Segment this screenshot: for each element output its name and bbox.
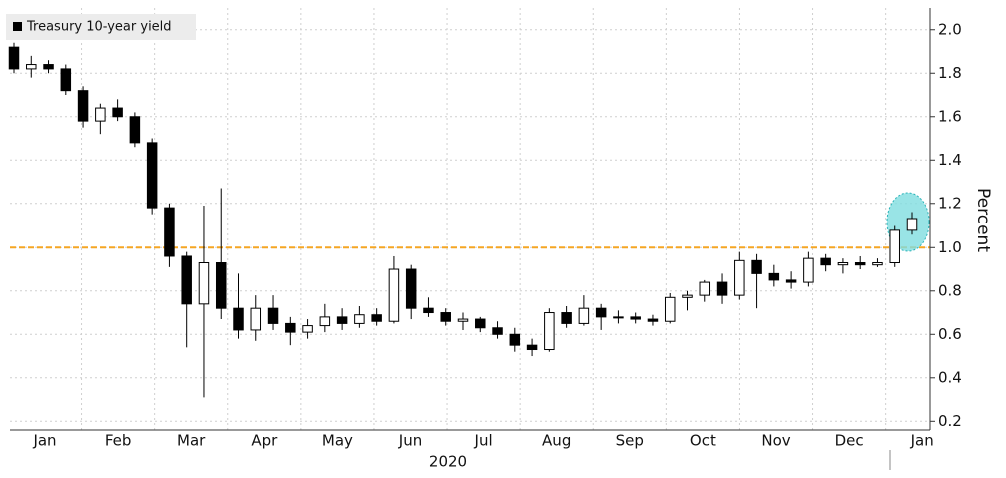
candle-body: [630, 316, 641, 320]
x-tick-label: Apr: [251, 432, 278, 450]
legend-box: [6, 14, 196, 40]
candle-body: [595, 307, 607, 318]
x-tick-label: Aug: [542, 432, 571, 450]
candle-body: [336, 316, 348, 324]
x-tick-label: Jan: [910, 432, 934, 450]
candle-body: [371, 314, 382, 322]
candle-body: [768, 272, 780, 281]
y-tick-label: 1.0: [938, 238, 962, 256]
candle-body: [699, 281, 711, 296]
candle-body: [613, 316, 624, 319]
candle-body: [215, 262, 227, 309]
x-tick-label: Mar: [177, 432, 206, 450]
candle-body: [526, 344, 538, 351]
x-tick-label: Oct: [690, 432, 716, 450]
candle-body: [181, 255, 192, 305]
candle-body: [405, 268, 417, 309]
candle-body: [544, 312, 555, 351]
y-axis-label: Percent: [973, 188, 993, 252]
candle-body: [492, 327, 503, 335]
candle-body: [354, 314, 365, 324]
x-tick-label: Feb: [105, 432, 132, 450]
candle-body: [285, 322, 296, 333]
y-tick-label: 2.0: [938, 20, 962, 38]
candle-body: [146, 142, 158, 209]
candle-body: [854, 262, 866, 266]
candle-body: [319, 316, 331, 327]
candle-body: [43, 64, 54, 70]
y-tick-label: 0.4: [938, 368, 962, 386]
x-tick-label: Nov: [761, 432, 790, 450]
candle-body: [578, 307, 590, 324]
candle-body: [440, 312, 451, 322]
legend-swatch: [13, 22, 22, 31]
candle-body: [26, 64, 37, 70]
y-tick-label: 0.2: [938, 412, 962, 430]
candle-body: [164, 207, 175, 257]
candle-body: [233, 307, 244, 331]
x-tick-label: Sep: [616, 432, 644, 450]
candle-body: [8, 46, 20, 70]
x-tick-label: Dec: [835, 432, 864, 450]
candle-body: [77, 90, 89, 122]
candle-body: [457, 318, 469, 322]
candle-body: [561, 312, 572, 324]
candle-body: [475, 318, 486, 329]
candle-body: [682, 294, 693, 298]
candle-body: [60, 68, 72, 92]
x-axis-label: 2020: [429, 453, 467, 471]
y-tick-label: 1.8: [938, 64, 962, 82]
y-tick-label: 1.4: [938, 151, 962, 169]
candle-body: [129, 116, 141, 144]
candle-body: [872, 262, 883, 266]
legend: Treasury 10-year yield: [6, 14, 196, 40]
candle-body: [889, 229, 900, 264]
x-tick-label: Jan: [32, 432, 56, 450]
candle-body: [664, 296, 676, 322]
candle-body: [716, 281, 728, 296]
candle-body: [250, 307, 262, 331]
legend-label: Treasury 10-year yield: [26, 20, 172, 35]
x-tick-label: Jul: [474, 432, 493, 450]
y-tick-label: 0.8: [938, 281, 962, 299]
y-tick-label: 1.2: [938, 194, 962, 212]
candle-body: [95, 107, 106, 122]
candle-body: [198, 262, 210, 305]
candle-body: [837, 262, 849, 266]
candle-body: [509, 333, 521, 346]
candle-body: [751, 259, 762, 274]
candle-body: [388, 268, 400, 322]
candle-body: [785, 279, 797, 283]
y-tick-label: 0.6: [938, 325, 962, 343]
x-tick-label: Jun: [398, 432, 422, 450]
candle-body: [803, 257, 814, 283]
candle-body: [647, 318, 659, 322]
candle-body: [906, 218, 918, 231]
candle-body: [820, 257, 831, 266]
candle-body: [734, 259, 745, 296]
candle-body: [112, 107, 123, 118]
x-tick-label: May: [322, 432, 353, 450]
candle-body: [302, 325, 313, 333]
candle-body: [267, 307, 279, 324]
y-tick-label: 1.6: [938, 107, 962, 125]
candle-body: [423, 307, 434, 314]
